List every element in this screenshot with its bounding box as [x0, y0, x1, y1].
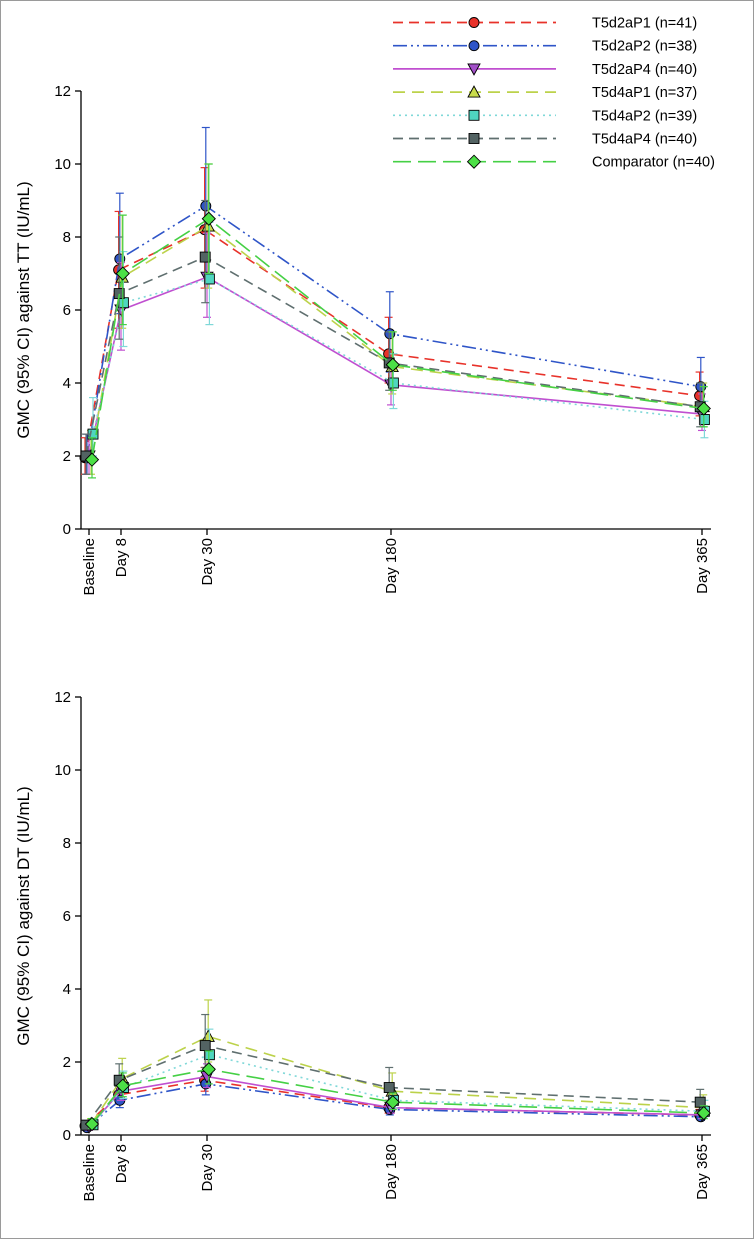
data-point-day-30	[201, 1062, 216, 1077]
x-tick-label-baseline: Baseline	[81, 1144, 98, 1202]
series-t5d4ap1-n-37	[84, 163, 710, 475]
legend-label: T5d4aP1 (n=37)	[592, 85, 697, 101]
series-comparator-n-40	[84, 163, 711, 479]
legend-marker-icon	[468, 109, 480, 121]
x-tick-label-day-365: Day 365	[694, 1144, 711, 1200]
series-t5d4ap1-n-37	[84, 999, 710, 1130]
series-line	[92, 278, 705, 435]
x-tick-label-day-8: Day 8	[113, 1144, 130, 1183]
data-point-day-365	[694, 1096, 706, 1108]
series-t5d2ap2-n-38	[81, 126, 707, 475]
y-tick-label: 8	[63, 835, 71, 852]
legend-item-comparator-n-40: Comparator (n=40)	[393, 154, 715, 171]
legend-label: T5d4aP2 (n=39)	[592, 108, 697, 124]
legend-marker-icon	[468, 17, 480, 28]
x-tick-label-day-30: Day 30	[199, 538, 216, 586]
tt-chart: 0 2 4 6 8 10 12 Baseline Day 8 Day 30 Day 180 Day 3…	[14, 83, 711, 596]
y-tick-label: 2	[63, 1054, 71, 1071]
x-tick-label-day-180: Day 180	[383, 538, 400, 594]
legend-marker-icon	[467, 63, 481, 76]
y-tick-label: 6	[63, 302, 71, 319]
data-point-day-180	[385, 357, 400, 372]
legend-item-t5d2ap2-n-38: T5d2aP2 (n=38)	[393, 39, 697, 55]
series-t5d2ap1-n-41	[79, 167, 706, 475]
series-line	[92, 1053, 705, 1126]
y-tick-label: 10	[54, 762, 71, 779]
series-comparator-n-40	[84, 1050, 711, 1132]
data-point-day-30	[199, 251, 211, 263]
legend-label: Comparator (n=40)	[592, 155, 715, 171]
legend-marker-icon	[468, 133, 480, 144]
series-line	[90, 225, 704, 457]
legend-item-t5d4ap4-n-40: T5d4aP4 (n=40)	[393, 132, 697, 148]
legend-label: T5d2aP4 (n=40)	[592, 62, 697, 78]
x-tick-label-day-8: Day 8	[113, 538, 130, 577]
data-point-day-30	[203, 273, 215, 285]
data-point-day-180	[385, 1095, 400, 1110]
dt-chart: 0 2 4 6 8 10 12 Baseline Day 8 Day 30 Day 180 Day 3…	[14, 689, 711, 1202]
data-point-day-365	[696, 1105, 711, 1121]
data-point-baseline	[84, 1116, 100, 1132]
data-point-day-365	[698, 414, 710, 425]
legend-label: T5d4aP4 (n=40)	[592, 132, 697, 148]
y-tick-label: 12	[54, 689, 71, 706]
legend-marker-icon	[467, 85, 481, 98]
data-point-day-365	[696, 401, 711, 416]
x-tick-label-day-365: Day 365	[694, 538, 711, 594]
series-t5d4ap2-n-39	[87, 221, 710, 457]
legend-label: T5d2aP2 (n=38)	[592, 39, 697, 55]
data-point-day-30	[201, 1029, 215, 1042]
series-line	[84, 228, 700, 458]
y-tick-label: 10	[54, 156, 71, 173]
y-tick-label: 8	[63, 229, 71, 246]
data-point-baseline	[84, 452, 100, 467]
legend: T5d2aP1 (n=41) T5d2aP2 (n=38) T5d2aP4 (n=4…	[393, 16, 715, 171]
y-tick-label: 0	[63, 521, 71, 538]
legend-item-t5d4ap2-n-39: T5d4aP2 (n=39)	[393, 108, 697, 124]
y-tick-label: 2	[63, 448, 71, 465]
y-tick-label: 0	[63, 1127, 71, 1144]
series-line	[90, 1035, 704, 1125]
y-axis-title: GMC (95% CI) against DT (IU/mL)	[14, 786, 33, 1045]
legend-item-t5d4ap1-n-37: T5d4aP1 (n=37)	[393, 85, 697, 101]
data-point-day-8	[115, 266, 130, 281]
y-axis-title: GMC (95% CI) against TT (IU/mL)	[14, 181, 33, 438]
x-tick-label-day-180: Day 180	[383, 1144, 400, 1200]
y-tick-label: 4	[63, 981, 71, 998]
legend-item-t5d2ap4-n-40: T5d2aP4 (n=40)	[393, 62, 697, 78]
legend-marker-icon	[466, 154, 482, 169]
x-tick-label-baseline: Baseline	[81, 538, 98, 596]
y-tick-label: 4	[63, 375, 71, 392]
y-tick-label: 6	[63, 908, 71, 925]
legend-item-t5d2ap1-n-41: T5d2aP1 (n=41)	[393, 16, 697, 32]
x-tick-label-day-30: Day 30	[199, 1144, 216, 1192]
data-point-day-30	[201, 211, 216, 226]
legend-marker-icon	[468, 40, 480, 52]
data-point-day-8	[115, 1078, 130, 1093]
series-line	[91, 217, 704, 460]
data-point-day-30	[199, 1040, 211, 1052]
y-tick-label: 12	[54, 83, 71, 100]
legend-label: T5d2aP1 (n=41)	[592, 16, 697, 32]
data-point-day-180	[383, 1082, 395, 1094]
